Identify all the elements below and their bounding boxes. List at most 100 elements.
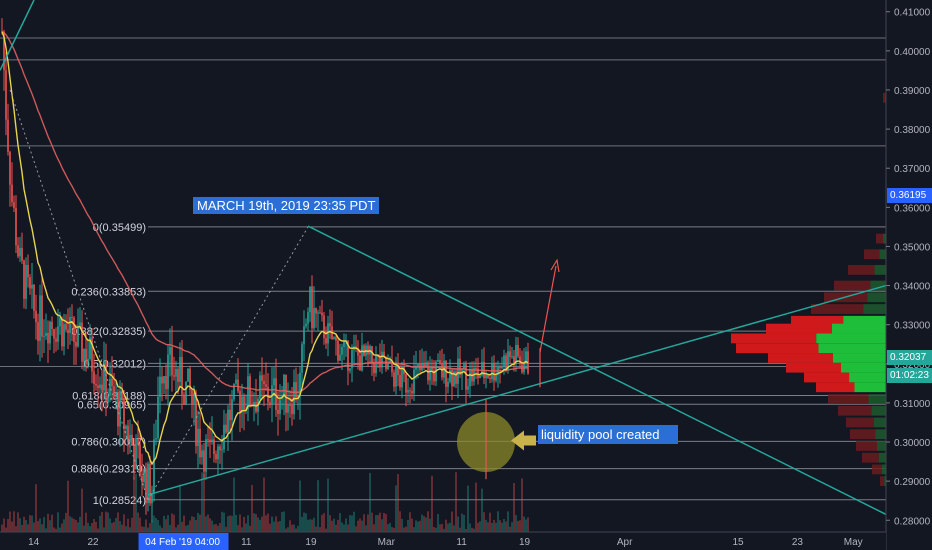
volume-bar <box>375 515 377 532</box>
volume-bar <box>259 519 261 532</box>
candle-body <box>309 286 311 313</box>
candle-body <box>469 369 471 387</box>
volume-bar <box>495 522 497 532</box>
candle-body <box>173 375 175 377</box>
volume-bar <box>191 516 193 532</box>
volume-bar <box>357 520 359 532</box>
annotation-date[interactable]: MARCH 19th, 2019 23:35 PDT <box>193 197 380 214</box>
volume-bar <box>327 478 329 532</box>
time-axis[interactable]: 14 22 04 Feb '19 04:00 11 19 Mar 11 19 Apr 15 23 Ma… <box>0 531 886 550</box>
price-tick-label: 0.39000 <box>894 86 931 97</box>
candle-body <box>233 383 235 400</box>
volume-bar <box>487 522 489 532</box>
candle-body <box>71 316 73 318</box>
candle-body <box>475 368 477 370</box>
volume-bar <box>475 482 477 532</box>
candle-body <box>203 450 205 472</box>
volume-bar <box>19 518 21 532</box>
candle-body <box>31 284 33 289</box>
volume-bar <box>525 519 527 532</box>
volume-bar <box>439 524 441 532</box>
candle-body <box>277 409 279 414</box>
candle-body <box>169 347 171 355</box>
volume-bar <box>65 512 67 532</box>
candle-body <box>209 439 211 442</box>
volume-bar <box>329 515 331 532</box>
candle-body <box>151 493 153 504</box>
volume-bar <box>123 514 125 532</box>
volume-bar <box>279 520 281 532</box>
profile-bar-buy <box>884 476 886 487</box>
candle-body <box>453 371 455 387</box>
volume-bar <box>437 514 439 532</box>
volume-bar <box>235 514 237 532</box>
volume-bar <box>305 513 307 532</box>
profile-bar-buy <box>832 323 886 334</box>
candle-body <box>55 338 57 342</box>
volume-bar <box>101 511 103 532</box>
candle-body <box>135 438 137 470</box>
volume-bar <box>339 513 341 532</box>
candle-body <box>159 376 161 397</box>
volume-bar <box>369 472 371 532</box>
time-tick-label: 11 <box>241 537 252 548</box>
profile-bar-sell <box>768 353 833 363</box>
volume-bar <box>241 527 243 532</box>
time-tick-label: 15 <box>732 537 744 548</box>
candle-body <box>305 323 307 327</box>
volume-bar <box>423 516 425 532</box>
candle-body <box>35 310 37 323</box>
profile-bar-sell <box>864 249 880 260</box>
candle-body <box>37 322 39 341</box>
candle-body <box>283 374 285 396</box>
candle-body <box>239 391 241 413</box>
volume-bar <box>171 513 173 532</box>
volume-bar <box>245 523 247 532</box>
candle-body <box>229 409 231 421</box>
volume-bar <box>187 524 189 532</box>
candle-body <box>357 348 359 356</box>
candle-body <box>113 386 115 398</box>
candle-body <box>231 399 233 421</box>
volume-bar <box>247 515 249 532</box>
volume-bar <box>121 524 123 532</box>
volume-bar <box>185 525 187 532</box>
candle-body <box>179 356 181 382</box>
candle-body <box>49 321 51 344</box>
time-tick-label: Apr <box>617 537 633 548</box>
profile-bar-buy <box>883 233 886 244</box>
annotation-liquidity[interactable]: liquidity pool created <box>538 425 678 444</box>
candle-body <box>45 332 47 336</box>
volume-bar <box>87 522 89 532</box>
fib-label-8: 1(0.28524) <box>93 495 146 507</box>
volume-bar <box>521 478 523 532</box>
price-axis[interactable]: 0.41000 0.40000 0.39000 0.38000 0.37000 0.360… <box>885 0 932 550</box>
volume-bar <box>197 512 199 532</box>
candle-body <box>243 396 245 412</box>
volume-bar <box>527 517 529 532</box>
volume-bar <box>59 527 61 532</box>
fib-label-6: 0.786(0.30017) <box>71 436 146 448</box>
volume-bar <box>9 511 11 532</box>
volume-bar <box>413 527 415 532</box>
volume-bar <box>217 525 219 532</box>
candle-body <box>85 349 87 365</box>
candle-body <box>405 374 407 393</box>
candle-body <box>185 381 187 405</box>
candle-body <box>371 346 373 363</box>
candle-body <box>195 392 197 447</box>
candle-body <box>307 312 309 324</box>
candle-body <box>211 439 213 442</box>
profile-bar-sell <box>856 441 877 451</box>
volume-bar <box>489 512 491 532</box>
time-axis-bg <box>0 532 886 550</box>
volume-bar <box>183 515 185 532</box>
candle-body <box>275 378 277 410</box>
volume-bar <box>319 527 321 532</box>
price-tick-label: 0.31000 <box>894 399 931 410</box>
candle-body <box>447 381 449 387</box>
volume-bar <box>63 519 65 532</box>
volume-bar <box>465 528 467 532</box>
candle-body <box>131 434 133 446</box>
